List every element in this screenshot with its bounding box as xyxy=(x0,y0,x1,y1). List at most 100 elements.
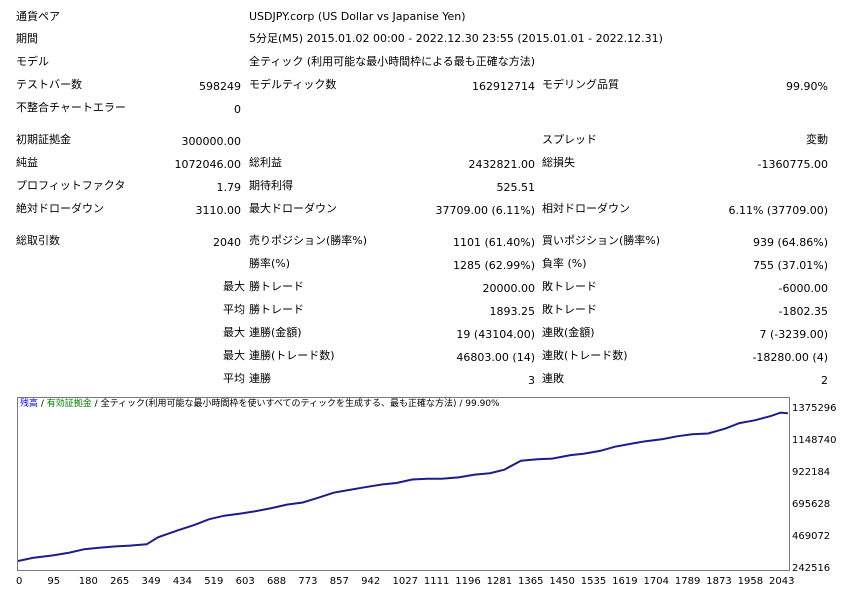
max-consecutive-loss-count-value: -18280.00 (4) xyxy=(752,351,828,364)
max-prefix: 最大 xyxy=(223,326,245,339)
quality-value: 99.90% xyxy=(786,80,828,93)
x-tick-label: 942 xyxy=(361,576,381,587)
model-label: モデル xyxy=(16,55,49,68)
x-tick-label: 1789 xyxy=(674,576,701,587)
y-tick-label: 242516 xyxy=(792,563,831,574)
x-tick-label: 603 xyxy=(235,576,255,587)
quality-label: モデリング品質 xyxy=(542,78,619,91)
x-tick-label: 857 xyxy=(329,576,349,587)
absolute-drawdown-label: 絶対ドローダウン xyxy=(16,202,104,215)
balance-legend: 残高 xyxy=(20,399,39,409)
legend-separator: / xyxy=(91,399,101,409)
x-tick-label: 1450 xyxy=(549,576,575,587)
profit-factor-value: 1.79 xyxy=(216,181,242,194)
ticks-value: 162912714 xyxy=(472,80,535,93)
total-trades-label: 総取引数 xyxy=(16,234,60,247)
max-consecutive-losses-value: 7 (-3239.00) xyxy=(759,328,828,341)
largest-win-label: 勝トレード xyxy=(249,280,304,293)
relative-drawdown-value: 6.11% (37709.00) xyxy=(728,204,828,217)
net-profit-label: 純益 xyxy=(16,156,38,169)
bars-label: テストバー数 xyxy=(16,78,82,91)
x-tick-label: 265 xyxy=(110,576,130,587)
gross-loss-label: 総損失 xyxy=(542,156,575,169)
max-consecutive-win-count-label: 連勝(トレード数) xyxy=(249,349,335,362)
max-consecutive-win-count-value: 46803.00 (14) xyxy=(456,351,535,364)
balance-chart xyxy=(17,397,790,571)
legend-separator: / xyxy=(456,399,466,409)
period-value: 5分足(M5) 2015.01.02 00:00 - 2022.12.30 23… xyxy=(249,32,663,45)
y-tick-label: 1375296 xyxy=(792,403,837,414)
ticks-label: モデルティック数 xyxy=(249,78,337,91)
avg-prefix: 平均 xyxy=(223,372,245,385)
equity-legend: 有効証拠金 xyxy=(46,399,92,409)
largest-loss-value: -6000.00 xyxy=(778,282,828,295)
relative-drawdown-label: 相対ドローダウン xyxy=(542,202,630,215)
short-positions-value: 1101 (61.40%) xyxy=(452,236,535,249)
period-label: 期間 xyxy=(16,32,38,45)
max-consecutive-losses-label: 連敗(金額) xyxy=(542,326,595,339)
avg-consecutive-losses-value: 2 xyxy=(821,374,828,387)
modeling-quality: 99.90% xyxy=(465,399,500,409)
balance-plot xyxy=(18,411,788,562)
x-tick-label: 1281 xyxy=(486,576,513,587)
x-tick-label: 1111 xyxy=(423,576,450,587)
avg-win-value: 1893.25 xyxy=(489,305,536,318)
x-tick-label: 1704 xyxy=(643,576,669,587)
max-consecutive-wins-label: 連勝(金額) xyxy=(249,326,302,339)
avg-consecutive-wins-value: 3 xyxy=(528,374,535,387)
long-positions-value: 939 (64.86%) xyxy=(752,236,828,249)
gross-loss-value: -1360775.00 xyxy=(757,158,828,171)
short-positions-label: 売りポジション(勝率%) xyxy=(249,234,368,247)
max-drawdown-label: 最大ドローダウン xyxy=(249,202,337,215)
max-consecutive-loss-count-label: 連敗(トレード数) xyxy=(542,349,628,362)
chart-header: 残高 / 有効証拠金 / 全ティック(利用可能な最小時間枠を使いすべてのティック… xyxy=(20,399,500,410)
win-rate-value: 1285 (62.99%) xyxy=(452,259,535,272)
symbol-value: USDJPY.corp (US Dollar vs Japanise Yen) xyxy=(249,10,466,23)
long-positions-label: 買いポジション(勝率%) xyxy=(542,234,661,247)
x-tick-label: 1027 xyxy=(392,576,418,587)
max-prefix: 最大 xyxy=(223,349,245,362)
avg-consecutive-wins-label: 連勝 xyxy=(249,372,271,385)
largest-loss-label: 敗トレード xyxy=(542,280,597,293)
avg-consecutive-losses-label: 連敗 xyxy=(542,372,564,385)
mismatch-value: 0 xyxy=(234,103,241,116)
net-profit-value: 1072046.00 xyxy=(174,158,241,171)
gross-profit-label: 総利益 xyxy=(249,156,282,169)
loss-rate-value: 755 (37.01%) xyxy=(752,259,828,272)
mismatch-label: 不整合チャートエラー xyxy=(16,101,126,114)
avg-loss-value: -1802.35 xyxy=(778,305,828,318)
largest-win-value: 20000.00 xyxy=(482,282,536,295)
x-tick-label: 95 xyxy=(47,576,61,587)
avg-prefix: 平均 xyxy=(223,303,245,316)
avg-win-label: 勝トレード xyxy=(249,303,304,316)
x-tick-label: 1873 xyxy=(706,576,732,587)
x-tick-label: 180 xyxy=(78,576,98,587)
x-tick-label: 773 xyxy=(298,576,318,587)
absolute-drawdown-value: 3110.00 xyxy=(195,204,242,217)
expected-payoff-value: 525.51 xyxy=(496,181,536,194)
win-rate-label: 勝率(%) xyxy=(249,257,291,270)
max-consecutive-wins-value: 19 (43104.00) xyxy=(456,328,535,341)
deposit-value: 300000.00 xyxy=(181,135,242,148)
legend-separator: / xyxy=(38,399,47,409)
x-tick-label: 434 xyxy=(172,576,192,587)
x-tick-label: 1365 xyxy=(518,576,544,587)
x-tick-label: 2043 xyxy=(769,576,795,587)
backtest-report: 通貨ペア USDJPY.corp (US Dollar vs Japanise … xyxy=(16,10,828,387)
x-tick-label: 1535 xyxy=(580,576,607,587)
profit-factor-label: プロフィットファクタ xyxy=(16,179,126,192)
model-description: 全ティック(利用可能な最小時間枠を使いすべてのティックを生成する、最も正確な方法… xyxy=(100,399,457,409)
deposit-label: 初期証拠金 xyxy=(16,133,71,146)
x-tick-label: 1196 xyxy=(455,576,481,587)
max-drawdown-value: 37709.00 (6.11%) xyxy=(435,204,535,217)
balance-series-line xyxy=(18,411,788,562)
spread-value: 変動 xyxy=(806,133,828,146)
x-tick-label: 519 xyxy=(204,576,224,587)
total-trades-value: 2040 xyxy=(213,236,241,249)
gross-profit-value: 2432821.00 xyxy=(468,158,535,171)
bars-value: 598249 xyxy=(199,80,241,93)
model-value: 全ティック (利用可能な最小時間枠による最も正確な方法) xyxy=(249,55,536,68)
symbol-label: 通貨ペア xyxy=(16,10,60,23)
avg-loss-label: 敗トレード xyxy=(542,303,597,316)
loss-rate-label: 負率 (%) xyxy=(542,257,587,270)
